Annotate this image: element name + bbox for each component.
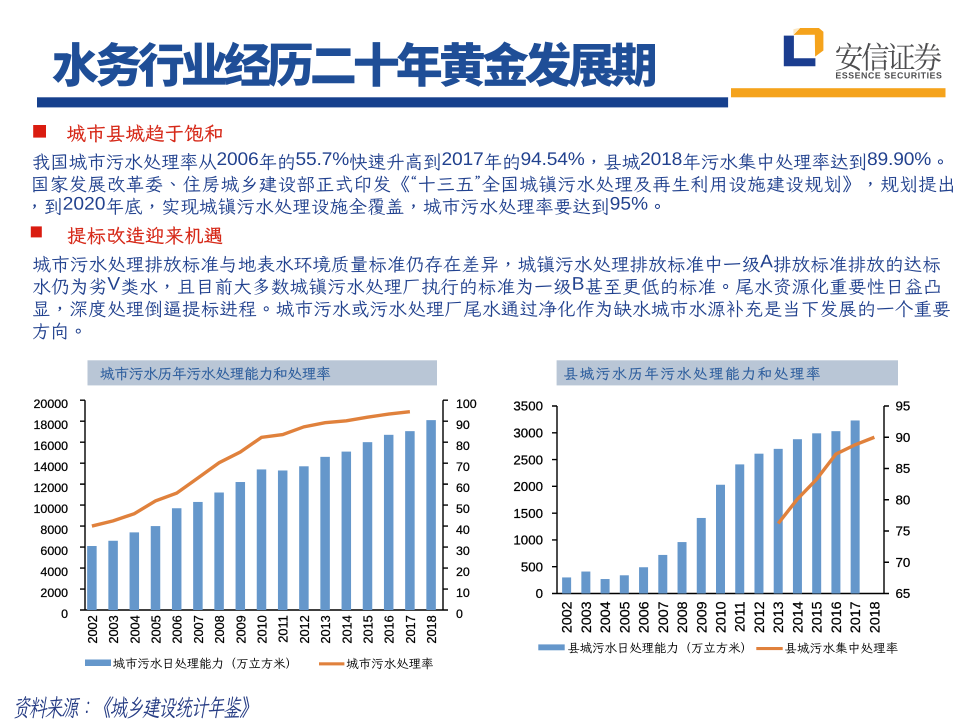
svg-text:20000: 20000 xyxy=(34,397,69,411)
svg-text:65: 65 xyxy=(896,586,911,601)
svg-text:2013: 2013 xyxy=(771,601,787,633)
svg-text:2008: 2008 xyxy=(675,601,691,633)
svg-text:2004: 2004 xyxy=(598,601,614,633)
svg-text:0: 0 xyxy=(456,607,463,621)
svg-text:2000: 2000 xyxy=(513,479,543,494)
svg-text:80: 80 xyxy=(456,439,470,453)
svg-text:100: 100 xyxy=(456,397,477,411)
svg-text:2012: 2012 xyxy=(297,615,312,643)
svg-text:2018: 2018 xyxy=(867,601,883,633)
svg-text:4000: 4000 xyxy=(40,565,68,579)
svg-text:1500: 1500 xyxy=(513,506,543,521)
svg-text:80: 80 xyxy=(896,492,911,507)
svg-text:18000: 18000 xyxy=(34,418,69,432)
svg-text:40: 40 xyxy=(456,523,470,537)
svg-text:10: 10 xyxy=(456,586,470,600)
svg-text:2015: 2015 xyxy=(361,615,376,643)
svg-text:90: 90 xyxy=(456,418,470,432)
svg-text:16000: 16000 xyxy=(34,439,69,453)
svg-text:10000: 10000 xyxy=(34,502,69,516)
svg-text:2007: 2007 xyxy=(191,615,206,643)
svg-text:75: 75 xyxy=(896,524,911,539)
svg-text:6000: 6000 xyxy=(40,544,68,558)
svg-text:2009: 2009 xyxy=(233,615,248,643)
svg-text:14000: 14000 xyxy=(34,460,69,474)
svg-text:2004: 2004 xyxy=(127,615,142,643)
svg-text:3000: 3000 xyxy=(513,425,543,440)
svg-text:2010: 2010 xyxy=(255,615,270,643)
svg-text:2000: 2000 xyxy=(40,586,68,600)
svg-text:2002: 2002 xyxy=(560,601,576,633)
svg-text:2017: 2017 xyxy=(403,615,418,643)
svg-text:2016: 2016 xyxy=(382,615,397,643)
svg-text:2003: 2003 xyxy=(579,601,595,633)
svg-text:2017: 2017 xyxy=(848,601,864,633)
svg-text:30: 30 xyxy=(456,544,470,558)
svg-text:8000: 8000 xyxy=(40,523,68,537)
svg-text:70: 70 xyxy=(456,460,470,474)
svg-text:500: 500 xyxy=(521,559,543,574)
svg-text:2002: 2002 xyxy=(85,615,100,643)
svg-text:1000: 1000 xyxy=(513,533,543,548)
svg-text:2500: 2500 xyxy=(513,452,543,467)
svg-text:20: 20 xyxy=(456,565,470,579)
svg-text:12000: 12000 xyxy=(34,481,69,495)
svg-text:3500: 3500 xyxy=(513,399,543,414)
svg-text:0: 0 xyxy=(536,586,543,601)
svg-text:2010: 2010 xyxy=(714,601,730,633)
svg-text:2006: 2006 xyxy=(170,615,185,643)
svg-text:2005: 2005 xyxy=(617,601,633,633)
svg-text:2008: 2008 xyxy=(212,615,227,643)
svg-text:2009: 2009 xyxy=(694,601,710,633)
svg-text:95: 95 xyxy=(896,399,911,414)
svg-text:2012: 2012 xyxy=(752,601,768,633)
svg-text:2016: 2016 xyxy=(829,601,845,633)
svg-text:85: 85 xyxy=(896,461,911,476)
svg-text:2013: 2013 xyxy=(318,615,333,643)
svg-text:60: 60 xyxy=(456,481,470,495)
svg-text:2005: 2005 xyxy=(149,615,164,643)
svg-text:2011: 2011 xyxy=(733,601,749,632)
svg-text:90: 90 xyxy=(896,430,911,445)
svg-text:50: 50 xyxy=(456,502,470,516)
svg-text:2007: 2007 xyxy=(656,601,672,633)
svg-text:2018: 2018 xyxy=(424,615,439,643)
svg-text:70: 70 xyxy=(896,555,911,570)
svg-text:0: 0 xyxy=(61,607,68,621)
svg-text:2011: 2011 xyxy=(276,615,291,643)
svg-text:2006: 2006 xyxy=(637,601,653,633)
svg-text:2014: 2014 xyxy=(790,601,806,633)
svg-text:2014: 2014 xyxy=(339,615,354,643)
svg-text:2003: 2003 xyxy=(106,615,121,643)
svg-text:2015: 2015 xyxy=(810,601,826,633)
